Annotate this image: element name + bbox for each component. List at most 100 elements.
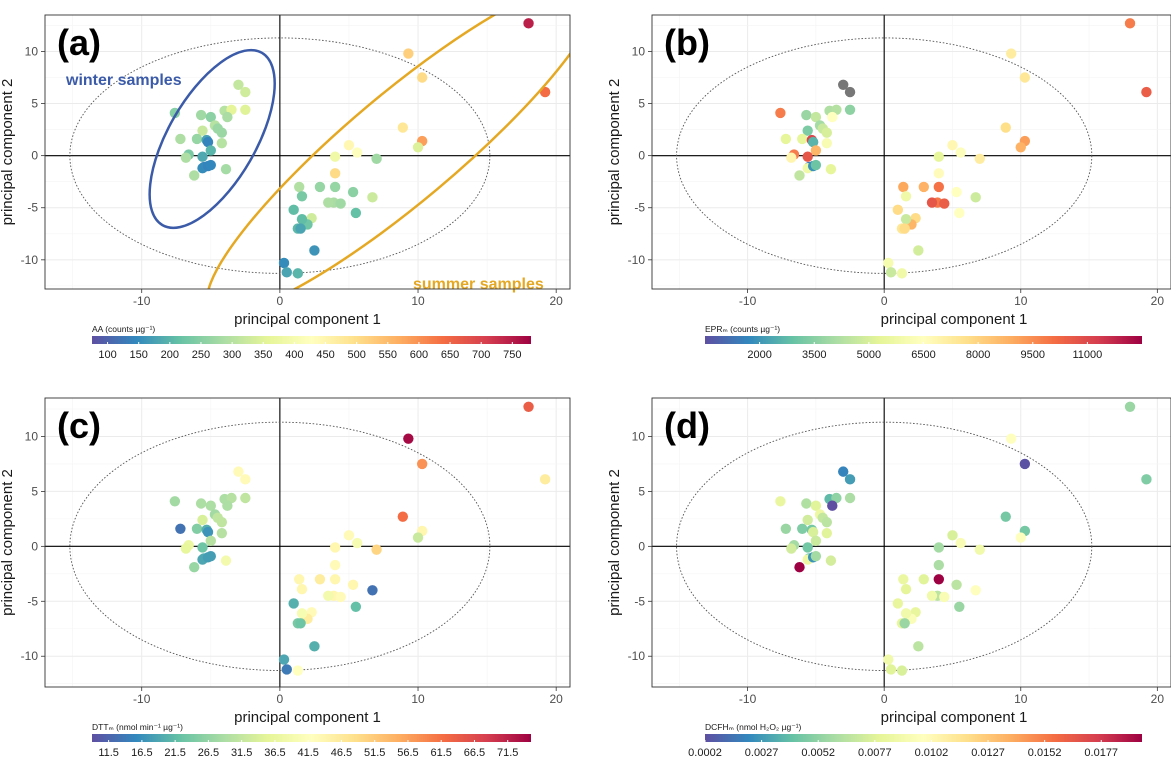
panel-border [651, 397, 1171, 688]
data-point [1006, 433, 1017, 444]
data-point [900, 608, 912, 619]
y-tick-label: 5 [638, 484, 645, 498]
colorbar-tick-label: 11000 [1072, 349, 1102, 361]
x-tick-label: 0 [881, 692, 888, 706]
data-point [801, 498, 812, 509]
data-point [913, 245, 924, 256]
data-point [810, 500, 822, 511]
data-point [1000, 511, 1011, 522]
data-point [216, 516, 228, 528]
y-tick-label: 10 [632, 44, 646, 58]
data-point [827, 111, 838, 123]
colorbar-tick-label: 9500 [1021, 349, 1045, 361]
data-point [296, 213, 308, 225]
data-point [810, 111, 822, 123]
plot-area [45, 398, 570, 687]
plot-area [652, 398, 1171, 687]
data-point [913, 641, 924, 652]
confidence-ellipse [676, 37, 1093, 274]
data-point [838, 79, 849, 91]
data-point [810, 551, 822, 562]
y-tick-label: 5 [31, 484, 38, 498]
data-point [323, 197, 334, 208]
data-point [1019, 72, 1031, 83]
data-point [367, 192, 378, 203]
data-point [523, 18, 534, 29]
data-point [347, 186, 359, 198]
data-point [1019, 458, 1031, 470]
data-point [288, 204, 299, 216]
data-point [335, 198, 346, 209]
data-point [802, 151, 813, 162]
colorbar-tick-label: 0.0102 [915, 747, 949, 758]
colorbar-tick-label: 300 [223, 349, 241, 361]
data-point [1124, 18, 1136, 29]
data-point [288, 598, 299, 609]
data-point [807, 136, 819, 148]
colorbar-tick-label: 16.5 [131, 747, 152, 758]
data-point [825, 555, 837, 566]
data-point [397, 511, 409, 522]
colorbar-tick-label: 750 [503, 349, 521, 361]
colorbar-tick-label: 100 [98, 349, 116, 361]
data-point [900, 191, 912, 202]
colorbar-tick-label: 31.5 [231, 747, 252, 758]
data-point [233, 79, 244, 91]
data-point [329, 542, 341, 553]
data-point [412, 532, 424, 543]
colorbar-title: DTTₘ (nmol min⁻¹ µg⁻¹) [92, 722, 183, 732]
plot-area [652, 15, 1171, 289]
data-point [780, 523, 792, 534]
colorbar-tick-label: 61.5 [430, 747, 451, 758]
colorbar-tick-label: 500 [347, 349, 365, 361]
data-point [1141, 474, 1152, 485]
data-point [350, 207, 362, 219]
data-point [205, 111, 216, 123]
data-point [205, 145, 216, 156]
data-point [403, 433, 414, 444]
data-point [329, 151, 341, 162]
data-point [191, 133, 203, 145]
data-point [216, 127, 228, 138]
y-tick-label: 5 [638, 97, 645, 111]
data-point [412, 142, 424, 153]
data-point [220, 163, 232, 175]
data-point [883, 257, 894, 269]
data-point [918, 181, 929, 193]
data-point [939, 591, 950, 603]
data-point [899, 223, 910, 234]
data-point [397, 122, 409, 133]
data-point [222, 111, 233, 123]
data-point [933, 559, 945, 571]
data-point [827, 500, 838, 511]
data-point [926, 197, 938, 208]
x-tick-label: 20 [550, 294, 564, 308]
x-tick-label: -10 [739, 692, 757, 706]
colorbar-title: AA (counts µg⁻¹) [92, 324, 155, 334]
data-point [802, 514, 813, 526]
data-point [278, 257, 290, 269]
data-point [892, 204, 904, 216]
data-point [309, 641, 320, 652]
y-tick-label: -5 [27, 201, 38, 215]
data-point [202, 136, 214, 148]
data-point [216, 527, 228, 539]
data-point [825, 163, 837, 175]
colorbar-tick-label: 0.0027 [745, 747, 779, 758]
x-tick-label: -10 [133, 294, 151, 308]
data-point [831, 492, 842, 504]
colorbar-tick-label: 51.5 [364, 747, 385, 758]
y-tick-label: -5 [27, 594, 38, 608]
y-axis-title: principal component 2 [0, 79, 16, 226]
y-tick-label: -5 [634, 594, 645, 608]
data-point [954, 207, 965, 219]
y-tick-label: 0 [638, 149, 645, 163]
y-tick-label: 0 [31, 539, 38, 553]
colorbar-tick-label: 0.0052 [801, 747, 835, 758]
colorbar-title: EPRₘ (counts µg⁻¹) [705, 324, 780, 334]
summer-ellipse [205, 15, 570, 289]
data-point [821, 137, 833, 149]
data-point [240, 492, 251, 504]
panel-label: (b) [664, 22, 710, 63]
data-point [205, 551, 216, 562]
